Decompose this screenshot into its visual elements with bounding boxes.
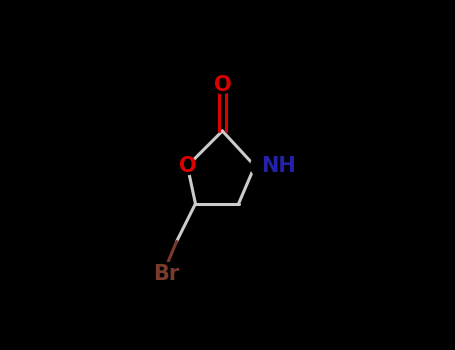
Circle shape [251, 154, 275, 178]
Circle shape [155, 262, 177, 285]
Circle shape [214, 77, 231, 94]
Text: O: O [178, 156, 196, 176]
Text: Br: Br [153, 264, 179, 284]
Circle shape [179, 158, 196, 175]
Text: NH: NH [262, 156, 296, 176]
Text: O: O [213, 75, 231, 95]
